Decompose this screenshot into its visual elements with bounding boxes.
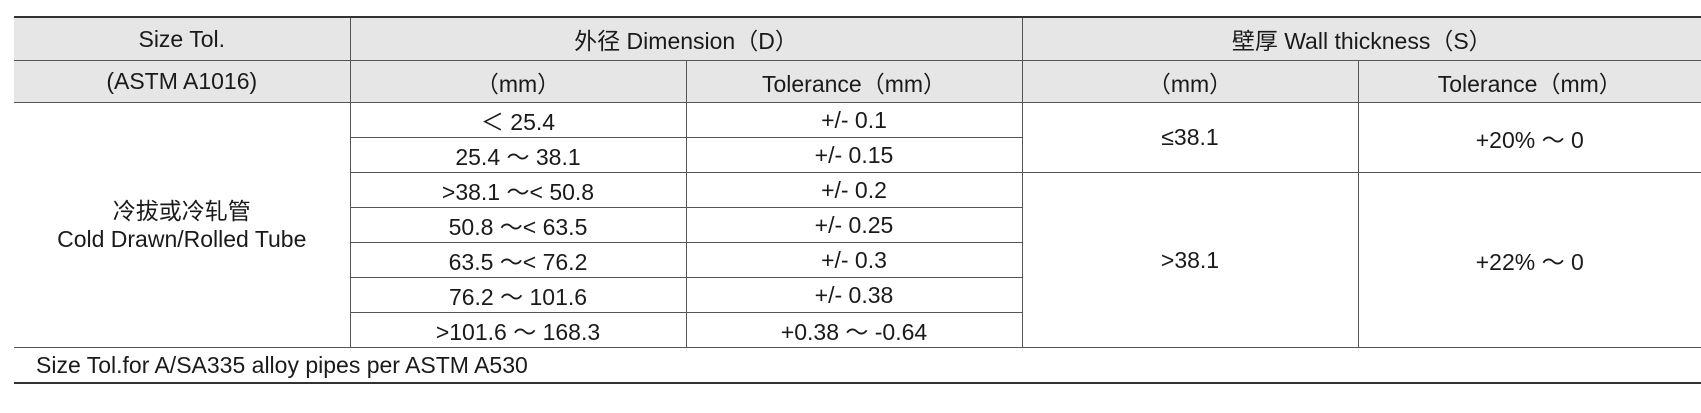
header-dim-mm: （mm） — [349, 60, 687, 103]
od-cell: 50.8 ～< 63.5 — [349, 207, 687, 243]
od-tolerance-cell: +/- 0.15 — [685, 137, 1023, 173]
footnote-row: Size Tol.for A/SA335 alloy pipes per AST… — [14, 347, 1701, 384]
category-label-en: Cold Drawn/Rolled Tube — [57, 226, 307, 252]
header-row-1: Size Tol. 外径 Dimension（D） 壁厚 Wall thickn… — [14, 16, 1701, 61]
header-size-tol: Size Tol. — [14, 16, 351, 61]
od-tolerance-cell: +/- 0.2 — [685, 172, 1023, 208]
od-cell: 63.5 ～< 76.2 — [349, 242, 687, 278]
table-row: 76.2 ～ 101.6 +/- 0.38 — [14, 277, 1701, 313]
size-tolerance-table: Size Tol. 外径 Dimension（D） 壁厚 Wall thickn… — [14, 16, 1701, 384]
header-wall-tolerance: Tolerance（mm） — [1357, 60, 1701, 103]
header-wall-mm: （mm） — [1021, 60, 1359, 103]
od-tolerance-cell: +0.38 ～ -0.64 — [685, 312, 1023, 348]
table-row: 50.8 ～< 63.5 +/- 0.25 — [14, 207, 1701, 243]
header-wall-thickness: 壁厚 Wall thickness（S） — [1021, 16, 1701, 61]
table-row: 63.5 ～< 76.2 +/- 0.3 — [14, 242, 1701, 278]
header-row-2: (ASTM A1016) （mm） Tolerance（mm） （mm） Tol… — [14, 60, 1701, 103]
wall-tolerance-cell: +22% ～ 0 — [1357, 172, 1701, 348]
table-row: >38.1 ～< 50.8 +/- 0.2 >38.1 +22% ～ 0 — [14, 172, 1701, 348]
tolerance-table-container: Size Tol. 外径 Dimension（D） 壁厚 Wall thickn… — [14, 16, 1701, 384]
category-cell: 冷拔或冷轧管 Cold Drawn/Rolled Tube — [14, 102, 351, 348]
od-cell: 76.2 ～ 101.6 — [349, 277, 687, 313]
od-tolerance-cell: +/- 0.38 — [685, 277, 1023, 313]
od-tolerance-cell: +/- 0.25 — [685, 207, 1023, 243]
header-dimension: 外径 Dimension（D） — [349, 16, 1023, 61]
wall-tolerance-cell: +20% ～ 0 — [1357, 102, 1701, 173]
wall-thickness-cell: >38.1 — [1021, 172, 1359, 348]
wall-thickness-cell: ≤38.1 — [1021, 102, 1359, 173]
od-tolerance-cell: +/- 0.3 — [685, 242, 1023, 278]
category-label-cn: 冷拔或冷轧管 — [112, 198, 251, 224]
od-cell: 25.4 ～ 38.1 — [349, 137, 687, 173]
od-tolerance-cell: +/- 0.1 — [685, 102, 1023, 138]
od-cell: ＜ 25.4 — [349, 102, 687, 138]
header-dim-tolerance: Tolerance（mm） — [685, 60, 1023, 103]
footnote: Size Tol.for A/SA335 alloy pipes per AST… — [14, 347, 1701, 384]
table-row: >101.6 ～ 168.3 +0.38 ～ -0.64 — [14, 312, 1701, 348]
table-row: 25.4 ～ 38.1 +/- 0.15 — [14, 137, 1701, 173]
od-cell: >101.6 ～ 168.3 — [349, 312, 687, 348]
table-row: 冷拔或冷轧管 Cold Drawn/Rolled Tube ＜ 25.4 +/-… — [14, 102, 1701, 348]
od-cell: >38.1 ～< 50.8 — [349, 172, 687, 208]
header-standard: (ASTM A1016) — [14, 60, 351, 103]
